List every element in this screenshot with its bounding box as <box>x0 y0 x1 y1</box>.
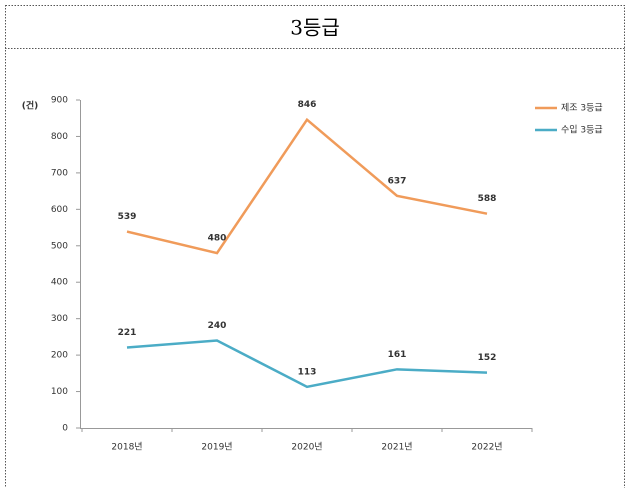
legend-label: 수입 3등급 <box>561 124 603 136</box>
y-axis-label: (건) <box>22 100 39 112</box>
x-tick-label: 2018년 <box>111 442 142 453</box>
y-tick-label: 400 <box>51 278 68 288</box>
y-tick-label: 300 <box>51 314 68 324</box>
data-label: 152 <box>478 353 497 363</box>
data-label: 588 <box>478 194 497 204</box>
data-label: 221 <box>118 328 137 338</box>
y-tick-label: 600 <box>51 205 68 215</box>
legend-label: 제조 3등급 <box>561 103 603 114</box>
x-tick-label: 2020년 <box>291 442 322 453</box>
x-tick-label: 2019년 <box>201 442 232 453</box>
y-tick-label: 800 <box>51 132 68 142</box>
data-label: 161 <box>388 350 407 360</box>
y-tick-label: 100 <box>51 387 68 397</box>
chart-title: 3등급 <box>290 16 340 40</box>
y-tick-label: 700 <box>51 168 68 178</box>
data-label: 846 <box>298 100 317 110</box>
data-label: 480 <box>208 234 227 244</box>
cell-border <box>5 5 625 492</box>
data-label: 240 <box>208 321 227 331</box>
series-line <box>126 339 488 389</box>
x-tick-label: 2021년 <box>381 442 412 453</box>
y-tick-label: 500 <box>51 241 68 251</box>
data-label: 113 <box>298 367 317 377</box>
x-tick-label: 2022년 <box>471 442 502 453</box>
series-line <box>126 117 488 255</box>
data-label: 637 <box>388 176 407 186</box>
y-tick-label: 0 <box>62 424 68 434</box>
y-tick-label: 900 <box>51 96 68 106</box>
y-tick-label: 200 <box>51 351 68 361</box>
data-label: 539 <box>118 212 137 222</box>
